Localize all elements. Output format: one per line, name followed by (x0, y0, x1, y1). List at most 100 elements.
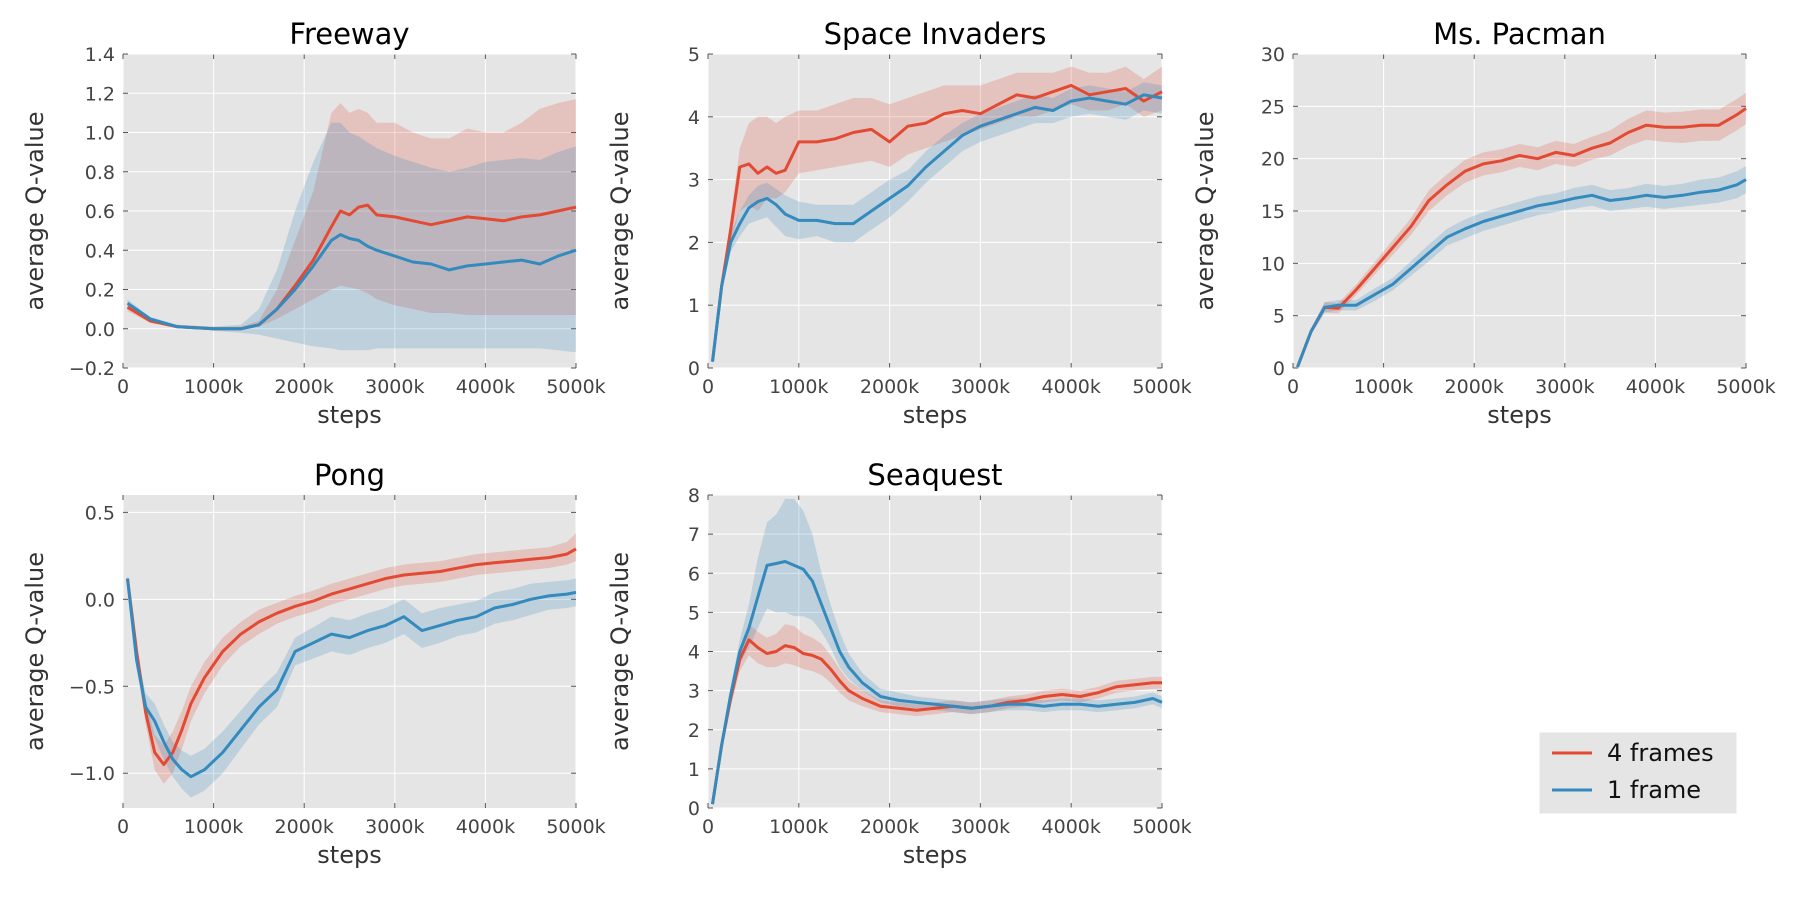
y-tick-label: 0.5 (85, 502, 115, 524)
y-tick-label: 1 (688, 295, 700, 317)
x-axis-label: steps (317, 841, 381, 869)
x-tick-label: 3000k (365, 816, 424, 838)
y-tick-label: 6 (688, 563, 700, 585)
plot-area (123, 495, 576, 808)
x-tick-label: 1000k (769, 816, 828, 838)
y-tick-label: 15 (1261, 201, 1285, 223)
y-tick-label: 2 (688, 232, 700, 254)
x-tick-label: 3000k (1535, 376, 1594, 398)
x-tick-label: 5000k (546, 816, 605, 838)
y-tick-label: 0.8 (85, 162, 115, 184)
chart-freeway: 0 1000k 2000k 3000k 4000k 5000k −0.2 0.0 0.2 0.4 0… (21, 17, 606, 429)
y-tick-label: 4 (688, 107, 700, 129)
y-tick-label: 0.0 (85, 589, 115, 611)
x-tick-label: 1000k (1354, 376, 1413, 398)
band-1-frame (1297, 166, 1746, 368)
y-tick-label: 25 (1261, 96, 1285, 118)
y-tick-label: 1 (688, 759, 700, 781)
legend-label-1-frame: 1 frame (1607, 776, 1701, 804)
legend-label-4-frames: 4 frames (1607, 739, 1714, 767)
y-tick-label: −1.0 (69, 763, 115, 785)
x-axis-label: steps (317, 401, 381, 429)
y-axis-label: average Q-value (21, 111, 49, 310)
y-tick-label: 5 (688, 44, 700, 66)
x-axis-label: steps (1487, 401, 1551, 429)
x-tick-label: 0 (117, 816, 129, 838)
x-tick-label: 4000k (1626, 376, 1685, 398)
band-4-frames (1297, 92, 1746, 368)
y-tick-label: 8 (688, 485, 700, 507)
x-tick-label: 0 (702, 816, 714, 838)
y-tick-label: 5 (1273, 306, 1285, 328)
x-tick-label: 5000k (1716, 376, 1775, 398)
line-4-frames (711, 83, 1163, 362)
chart-title: Seaquest (867, 458, 1002, 492)
y-tick-label: 5 (688, 602, 700, 624)
x-tick-label: 3000k (951, 376, 1010, 398)
y-tick-label: 20 (1261, 149, 1285, 171)
chart-pong: 0 1000k 2000k 3000k 4000k 5000k −1.0 −0.5 0.0 0.5… (21, 458, 606, 869)
line-4-frames (1296, 107, 1747, 368)
y-axis-label: average Q-value (21, 552, 49, 751)
band-4-frames (712, 624, 1162, 805)
x-tick-label: 2000k (275, 816, 334, 838)
x-tick-label: 3000k (951, 816, 1010, 838)
x-tick-label: 0 (1287, 376, 1299, 398)
x-tick-label: 4000k (456, 816, 515, 838)
y-axis-label: average Q-value (606, 111, 634, 310)
line-1-frame (1296, 178, 1747, 368)
y-tick-label: 0 (688, 358, 700, 380)
y-tick-label: 3 (688, 170, 700, 192)
y-tick-label: 0.0 (85, 319, 115, 341)
y-tick-label: 3 (688, 681, 700, 703)
x-tick-label: 5000k (1132, 816, 1191, 838)
y-tick-label: 7 (688, 524, 700, 546)
y-tick-label: 0 (688, 798, 700, 820)
x-tick-label: 2000k (1445, 376, 1504, 398)
x-tick-label: 5000k (1132, 376, 1191, 398)
line-1-frame (711, 93, 1163, 362)
y-tick-label: 2 (688, 720, 700, 742)
y-tick-label: 0.2 (85, 280, 115, 302)
x-axis-label: steps (903, 841, 967, 869)
x-tick-label: 1000k (184, 376, 243, 398)
y-tick-label: 0.4 (85, 240, 115, 262)
x-tick-label: 1000k (184, 816, 243, 838)
x-tick-label: 1000k (769, 376, 828, 398)
y-tick-label: 0 (1273, 358, 1285, 380)
chart-title: Ms. Pacman (1433, 17, 1606, 51)
x-tick-label: 4000k (1042, 816, 1101, 838)
chart-title: Pong (314, 458, 385, 492)
x-tick-label: 5000k (546, 376, 605, 398)
y-tick-label: 1.4 (85, 44, 115, 66)
line-1-frame (126, 578, 577, 779)
x-tick-label: 0 (117, 376, 129, 398)
y-axis-label: average Q-value (1191, 111, 1219, 310)
chart-title: Freeway (289, 17, 409, 51)
x-axis-label: steps (903, 401, 967, 429)
x-tick-label: 4000k (456, 376, 515, 398)
chart-seaquest: 0 1000k 2000k 3000k 4000k 5000k 0 1 2 3 4 5 6 7 8 Seaqu… (606, 458, 1192, 869)
chart-space-invaders: 0 1000k 2000k 3000k 4000k 5000k 0 1 2 3 4 5 Space In… (606, 17, 1192, 429)
x-tick-label: 0 (702, 376, 714, 398)
y-tick-label: 1.2 (85, 83, 115, 105)
x-tick-label: 4000k (1042, 376, 1101, 398)
line-1-frame (126, 233, 577, 331)
line-1-frame (711, 560, 1163, 805)
y-tick-label: 4 (688, 642, 700, 664)
y-tick-label: −0.2 (69, 358, 115, 380)
y-tick-label: 30 (1261, 44, 1285, 66)
y-tick-label: −0.5 (69, 676, 115, 698)
x-tick-label: 3000k (365, 376, 424, 398)
y-axis-label: average Q-value (606, 552, 634, 751)
line-4-frames (711, 638, 1162, 805)
x-tick-label: 2000k (275, 376, 334, 398)
band-1-frame (127, 575, 576, 798)
x-tick-label: 2000k (860, 816, 919, 838)
band-1-frame (712, 82, 1162, 364)
y-tick-label: 1.0 (85, 123, 115, 145)
y-tick-label: 0.6 (85, 201, 115, 223)
chart-title: Space Invaders (824, 17, 1047, 51)
legend: 4 frames 1 frame (1539, 732, 1737, 814)
